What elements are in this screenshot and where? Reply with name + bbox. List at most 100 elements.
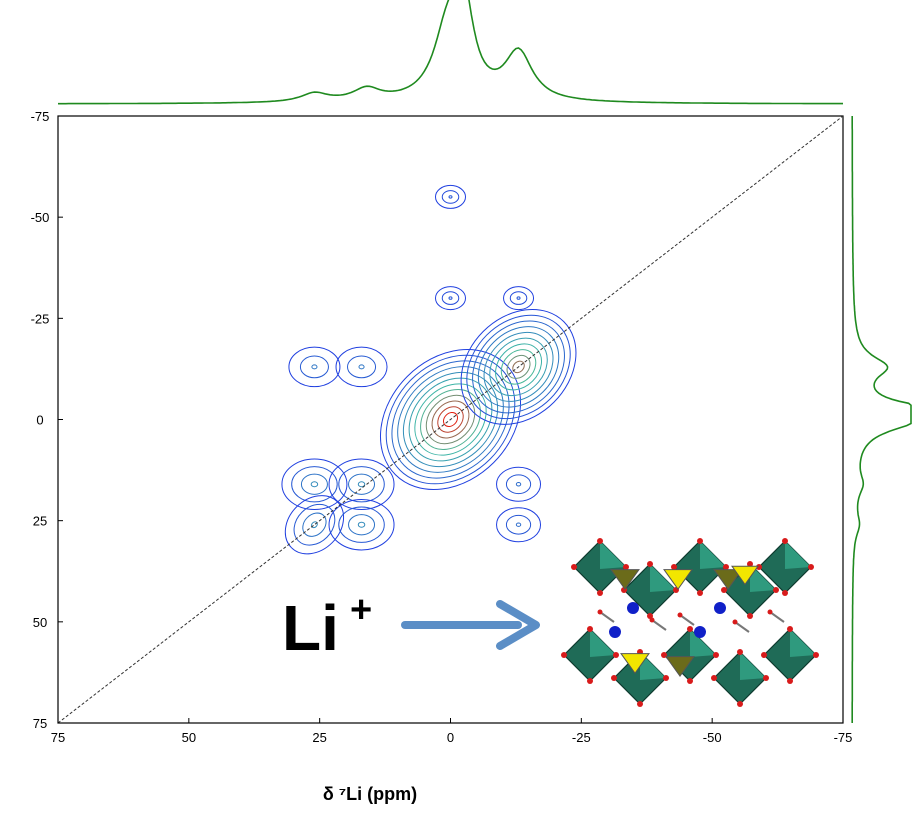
contour-level [328, 498, 395, 551]
oxygen-atom [756, 564, 762, 570]
contour-level [402, 371, 499, 468]
contour-level [477, 326, 560, 408]
oxygen-atom [611, 675, 617, 681]
insertion-arrow [401, 600, 540, 650]
contour-level [442, 411, 459, 428]
oxygen-atom [787, 678, 793, 684]
y-tick-label: 75 [33, 716, 47, 731]
contour-level [414, 383, 487, 456]
contour-level [496, 466, 542, 502]
f1-projection-spectrum [851, 116, 912, 723]
contour-level [512, 360, 525, 374]
contour-level [357, 481, 366, 488]
contour-level [311, 364, 318, 370]
oxygen-atom [597, 609, 603, 615]
oxygen-atom [782, 590, 788, 596]
octahedron-face [600, 541, 626, 569]
octahedron-face [740, 652, 766, 680]
oxygen-atom [787, 626, 793, 632]
oxygen-atom [773, 587, 779, 593]
contour-level [328, 458, 395, 510]
contour-level [509, 291, 528, 305]
oxygen-atom [747, 613, 753, 619]
cross-peak [503, 286, 535, 311]
oxygen-atom [597, 590, 603, 596]
octahedron-face [590, 629, 616, 657]
x-tick-label: -25 [572, 730, 591, 745]
oxygen-atom [697, 538, 703, 544]
tetrahedron [731, 565, 759, 586]
contour-level [397, 366, 504, 473]
oxygen-atom [713, 652, 719, 658]
cross-peak [379, 348, 522, 491]
contour-level [310, 481, 319, 488]
y-tick-label: -25 [31, 311, 50, 326]
contour-level [288, 346, 341, 388]
contour-level [348, 514, 376, 536]
oxygen-atom [697, 590, 703, 596]
x-tick-label: 0 [447, 730, 454, 745]
cross-peak [281, 458, 348, 510]
contour-level [448, 195, 453, 199]
oxygen-atom [561, 652, 567, 658]
contour-level [483, 331, 554, 402]
contour-level [500, 349, 537, 385]
contour-level [347, 355, 377, 379]
contour-level [284, 495, 345, 555]
contour-level [515, 522, 522, 527]
lithium-atom [627, 602, 639, 614]
oxygen-atom [587, 678, 593, 684]
cross-peak [288, 346, 341, 388]
octahedron-face [790, 629, 816, 657]
contour-level [311, 521, 318, 529]
cross-peak [328, 458, 395, 510]
oxygen-atom [687, 678, 693, 684]
oxygen-atom [623, 564, 629, 570]
x-tick-label: -75 [834, 730, 853, 745]
contour-level [496, 507, 542, 543]
oxygen-atom [711, 675, 717, 681]
oxygen-atom [737, 649, 743, 655]
contour-level [357, 521, 366, 528]
oxygen-atom [747, 561, 753, 567]
linker-bond [651, 619, 667, 631]
contour-level [348, 473, 376, 495]
contour-level [472, 320, 565, 414]
contour-level [503, 286, 535, 311]
contour-level [408, 377, 493, 462]
octahedron-face [650, 564, 676, 592]
oxygen-atom [808, 564, 814, 570]
lithium-atom [714, 602, 726, 614]
contour-level [281, 458, 348, 510]
oxygen-atom [813, 652, 819, 658]
tetrahedron [610, 569, 640, 591]
oxygen-atom [571, 564, 577, 570]
contour-level [441, 291, 460, 305]
y-tick-label: 50 [33, 615, 47, 630]
contour-level [506, 354, 531, 379]
contour-level [338, 506, 385, 543]
y-tick-label: -50 [31, 210, 50, 225]
contour-level [379, 348, 522, 491]
x-tick-label: 50 [182, 730, 196, 745]
contour-level [291, 466, 338, 503]
cross-peak [435, 184, 466, 209]
contour-level [335, 346, 388, 388]
linker-bond [679, 614, 695, 626]
y-tick-label: 0 [36, 413, 43, 428]
oxygen-atom [767, 609, 773, 615]
x-tick-label: 25 [312, 730, 326, 745]
tetrahedron [620, 653, 650, 675]
x-tick-label: -50 [703, 730, 722, 745]
cross-peak [435, 286, 466, 311]
y-tick-label: 25 [33, 514, 47, 529]
oxygen-atom [737, 701, 743, 707]
lithium-atom [694, 626, 706, 638]
oxygen-atom [723, 564, 729, 570]
li-ion-label: Li [282, 592, 339, 664]
cross-peak [328, 498, 395, 551]
tetrahedron [713, 569, 743, 591]
cross-peak [284, 495, 345, 555]
contour-level [515, 482, 522, 487]
